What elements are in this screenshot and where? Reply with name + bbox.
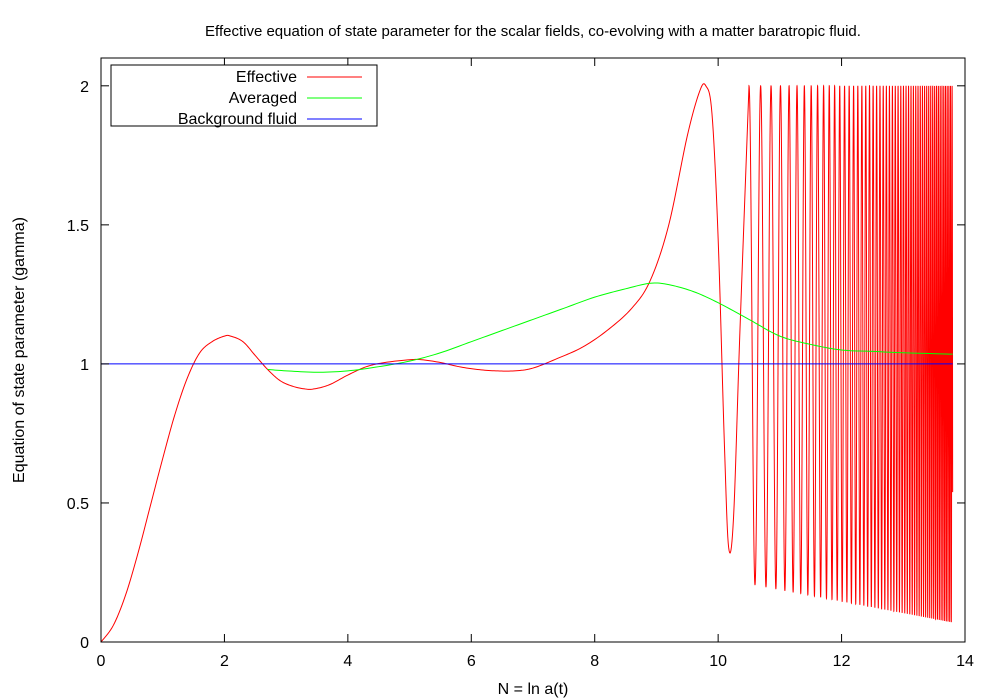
- x-tick-label: 14: [956, 653, 974, 670]
- x-tick-label: 12: [833, 653, 851, 670]
- legend-label: Averaged: [229, 90, 297, 107]
- x-axis-label: N = ln a(t): [498, 681, 569, 698]
- chart-title: Effective equation of state parameter fo…: [205, 23, 861, 40]
- x-tick-label: 0: [97, 653, 106, 670]
- x-tick-label: 2: [220, 653, 229, 670]
- series-layer: [100, 83, 954, 643]
- x-tick-label: 6: [467, 653, 476, 670]
- legend-label: Effective: [236, 69, 297, 86]
- y-tick-label: 1: [80, 357, 89, 374]
- y-tick-label: 1.5: [67, 218, 89, 235]
- legend: Effective Averaged Background fluid: [110, 64, 378, 128]
- x-tick-label: 10: [709, 653, 727, 670]
- plot-area: [100, 57, 966, 643]
- legend-label: Background fluid: [178, 111, 297, 128]
- y-tick-label: 0: [80, 635, 89, 652]
- y-tick-label: 0.5: [67, 496, 89, 513]
- x-tick-label: 8: [590, 653, 599, 670]
- x-tick-label: 4: [343, 653, 352, 670]
- x-axis: 0 2 4 6 8 10 12 14: [97, 58, 974, 670]
- y-tick-label: 2: [80, 79, 89, 96]
- plot-frame: [100, 57, 966, 643]
- series-line-2: [267, 282, 953, 373]
- y-axis: 0 0.5 1 1.5 2: [67, 79, 965, 652]
- legend-box: [110, 64, 378, 127]
- series-line-1: [100, 83, 954, 643]
- y-axis-label: Equation of state parameter (gamma): [11, 217, 28, 483]
